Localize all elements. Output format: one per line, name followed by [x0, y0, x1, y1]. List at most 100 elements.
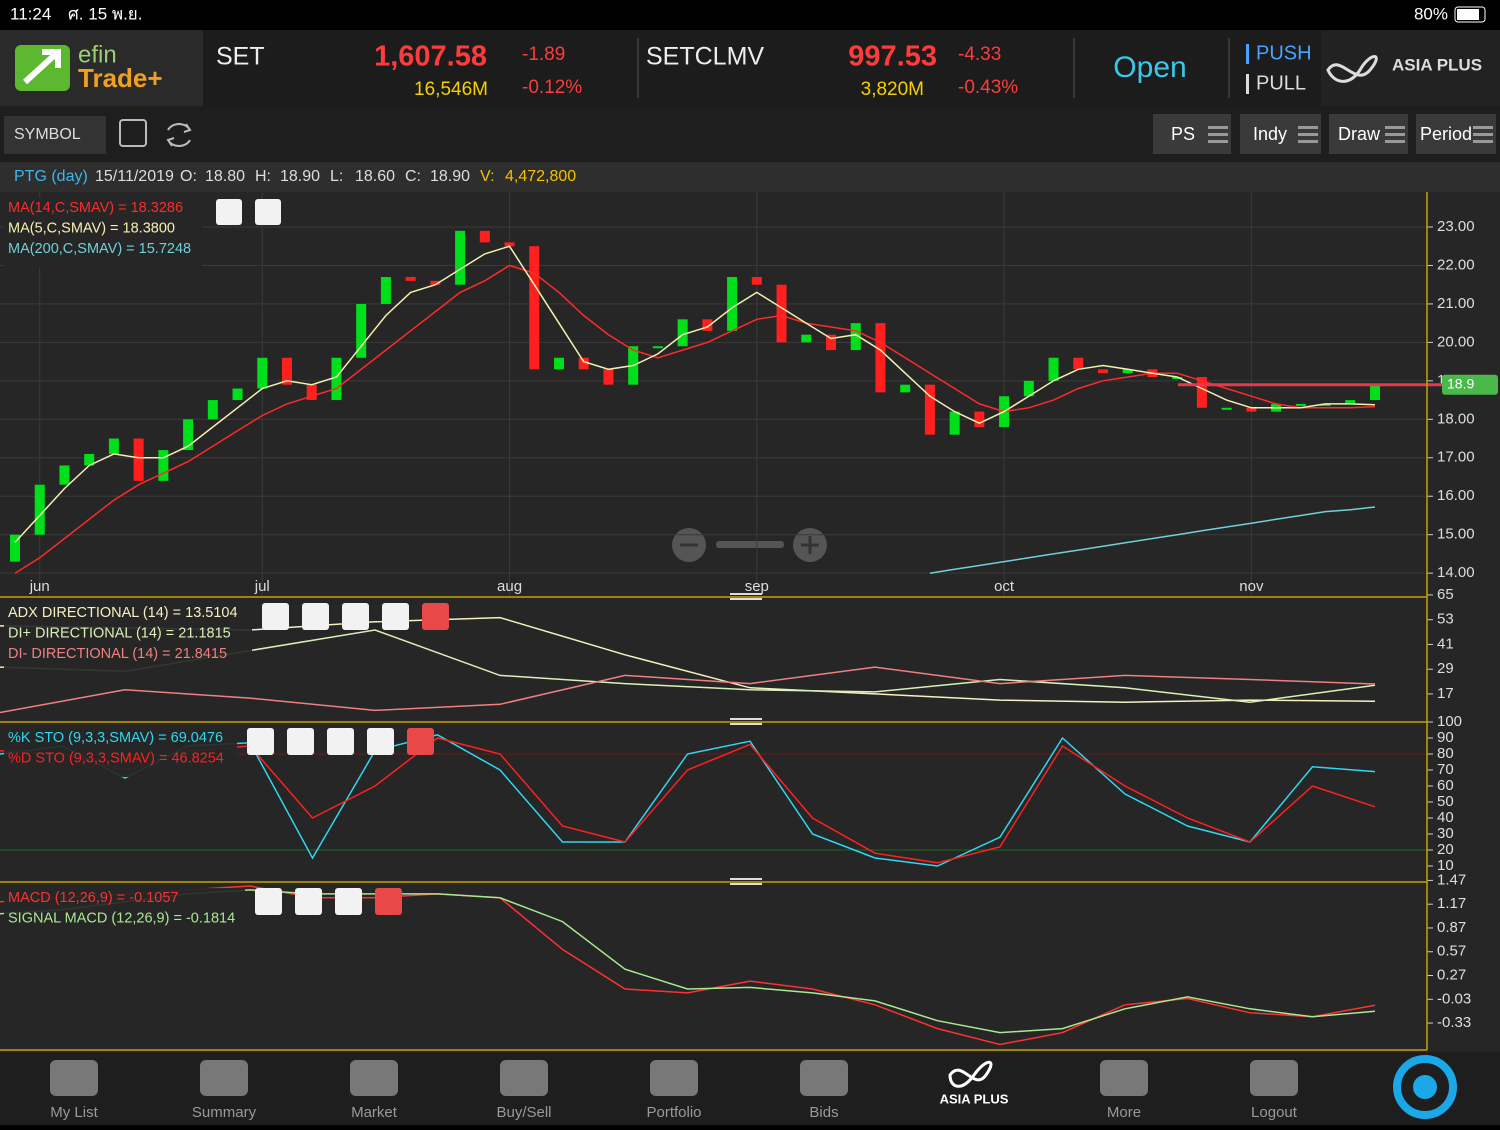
candle-body — [306, 384, 317, 401]
zoom-slider[interactable] — [716, 541, 784, 548]
panel-button[interactable] — [367, 728, 394, 755]
menu-icon — [1298, 140, 1318, 143]
candle-body — [405, 277, 416, 281]
status-bar — [0, 0, 1500, 30]
nav-icon[interactable] — [50, 1060, 98, 1096]
resize-handle[interactable] — [730, 598, 762, 600]
indicator-line — [0, 666, 1376, 714]
candle-body — [875, 323, 886, 393]
nav-label[interactable]: Summary — [192, 1104, 257, 1121]
candle-body — [232, 388, 243, 401]
y-tick-label: 17 — [1437, 685, 1454, 702]
close-button[interactable] — [422, 603, 449, 630]
candle-body — [702, 319, 713, 331]
legend-entry: %D STO (9,3,3,SMAV) = 46.8254 — [8, 750, 224, 766]
app-button-core[interactable] — [1413, 1075, 1437, 1099]
nav-icon[interactable] — [1250, 1060, 1298, 1096]
index-value: 1,607.58 — [374, 41, 487, 73]
candle-body — [282, 357, 292, 385]
resize-handle[interactable] — [730, 723, 762, 725]
nav-label[interactable]: My List — [50, 1104, 98, 1121]
index-change: -1.89 — [522, 44, 565, 65]
close-button[interactable] — [375, 888, 402, 915]
nav-label[interactable]: Market — [351, 1104, 398, 1121]
panel-button[interactable] — [216, 199, 242, 225]
panel-button[interactable] — [255, 199, 281, 225]
nav-icon[interactable] — [350, 1060, 398, 1096]
close-button[interactable] — [407, 728, 434, 755]
panel-button[interactable] — [335, 888, 362, 915]
nav-logo — [948, 1060, 993, 1088]
refresh-icon[interactable] — [166, 123, 192, 147]
index-change: -4.33 — [958, 44, 1001, 65]
panel-button[interactable] — [382, 603, 409, 630]
y-tick-label: 10 — [1437, 857, 1454, 874]
candle-body — [84, 453, 95, 466]
broker: ASIA PLUS — [1392, 55, 1482, 74]
resize-handle[interactable] — [730, 718, 762, 720]
panel-button[interactable] — [295, 888, 322, 915]
legend-entry: %K STO (9,3,3,SMAV) = 69.0476 — [8, 730, 223, 746]
resize-handle[interactable] — [730, 878, 762, 880]
logo-top: efin — [78, 41, 117, 68]
nav-label[interactable]: Portfolio — [646, 1104, 701, 1121]
candle-body — [900, 384, 911, 393]
ma-line — [14, 245, 1376, 543]
y-tick-label: 100 — [1437, 713, 1462, 730]
nav-label[interactable]: Buy/Sell — [496, 1104, 551, 1121]
panel-button[interactable] — [302, 603, 329, 630]
info-bar — [0, 162, 1500, 192]
nav-icon[interactable] — [200, 1060, 248, 1096]
pull[interactable]: PULL — [1256, 72, 1306, 94]
nav-label[interactable]: ASIA PLUS — [940, 1091, 1009, 1106]
resize-handle[interactable] — [730, 593, 762, 595]
panel-button[interactable] — [247, 728, 274, 755]
candle-body — [10, 534, 20, 562]
calendar-icon[interactable] — [119, 119, 147, 147]
status-time: 11:24 — [10, 4, 51, 23]
status-date: ศ. 15 พ.ย. — [68, 4, 142, 23]
candle-body — [1098, 369, 1108, 374]
nav-label[interactable]: More — [1107, 1104, 1141, 1121]
x-tick-label: jul — [254, 578, 270, 595]
tool-button-label[interactable]: Indy — [1253, 124, 1287, 144]
symbol-box[interactable] — [4, 116, 106, 154]
price-tag: 18.9 — [1447, 375, 1474, 391]
app-button[interactable] — [1393, 1055, 1457, 1119]
candle-body — [1023, 380, 1034, 397]
panel-button[interactable] — [255, 888, 282, 915]
nav-icon[interactable] — [500, 1060, 548, 1096]
info-value: 18.90 — [430, 168, 470, 185]
ma-line — [929, 506, 1376, 574]
price-tag-box — [1442, 374, 1498, 395]
nav-icon[interactable] — [1100, 1060, 1148, 1096]
nav-icon[interactable] — [800, 1060, 848, 1096]
menu-icon — [1473, 133, 1493, 136]
broker-logo — [1326, 55, 1378, 83]
panel-button[interactable] — [342, 603, 369, 630]
menu-icon — [1385, 126, 1405, 129]
push-bar — [1246, 44, 1249, 64]
y-tick-label: 20.00 — [1437, 333, 1475, 350]
zoom-control[interactable] — [672, 528, 827, 562]
info-symbol: PTG (day) — [14, 168, 88, 185]
panel-button[interactable] — [327, 728, 354, 755]
candle-body — [652, 346, 663, 349]
y-tick-label: 20 — [1437, 841, 1454, 858]
tool-button-label[interactable]: Period — [1420, 124, 1472, 144]
battery-level — [1457, 9, 1479, 20]
y-tick-label: 29 — [1437, 660, 1454, 677]
tool-button-label[interactable]: Draw — [1338, 124, 1381, 144]
nav-label[interactable]: Bids — [809, 1104, 838, 1121]
nav-icon[interactable] — [650, 1060, 698, 1096]
resize-handle[interactable] — [730, 883, 762, 885]
symbol-input[interactable]: SYMBOL — [14, 126, 81, 143]
push[interactable]: PUSH — [1256, 42, 1312, 64]
panel-button[interactable] — [262, 603, 289, 630]
nav-label[interactable]: Logout — [1251, 1104, 1298, 1121]
candle-body — [578, 357, 589, 370]
menu-icon — [1298, 126, 1318, 129]
tool-button-label[interactable]: PS — [1171, 124, 1195, 144]
legend-entry: MA(14,C,SMAV) = 18.3286 — [8, 200, 183, 216]
panel-button[interactable] — [287, 728, 314, 755]
